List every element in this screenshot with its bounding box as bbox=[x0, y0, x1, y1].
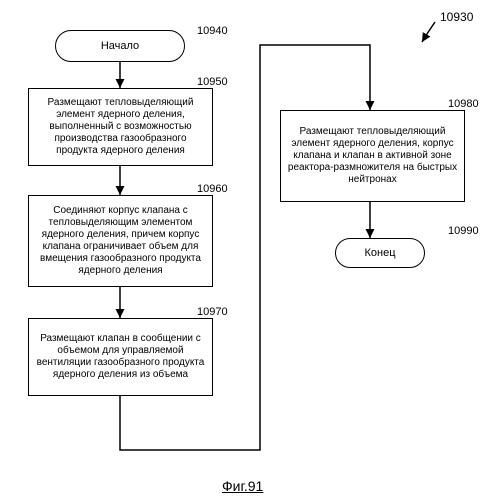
step2-label: 10960 bbox=[197, 183, 228, 195]
end-text: Конец bbox=[364, 247, 395, 259]
step2-box: Соединяют корпус клапана с тепловыделяющ… bbox=[28, 195, 213, 287]
end-label: 10990 bbox=[448, 225, 479, 237]
step3-text: Размещают клапан в сообщении с объемом д… bbox=[35, 333, 206, 381]
step3-label: 10970 bbox=[197, 306, 228, 318]
step4-label: 10980 bbox=[448, 98, 479, 110]
step4-text: Размещают тепловыделяющий элемент ядерно… bbox=[287, 126, 458, 186]
figure-caption: Фиг.91 bbox=[222, 478, 263, 494]
step4-box: Размещают тепловыделяющий элемент ядерно… bbox=[280, 110, 465, 202]
step3-box: Размещают клапан в сообщении с объемом д… bbox=[28, 318, 213, 396]
start-text: Начало bbox=[101, 40, 139, 52]
step1-text: Размещают тепловыделяющий элемент ядерно… bbox=[35, 97, 206, 157]
step2-text: Соединяют корпус клапана с тепловыделяющ… bbox=[35, 205, 206, 277]
start-label: 10940 bbox=[197, 25, 228, 37]
step1-label: 10950 bbox=[197, 76, 228, 88]
start-terminal: Начало bbox=[55, 30, 185, 62]
ref-pointer-label: 10930 bbox=[440, 10, 473, 24]
end-terminal: Конец bbox=[335, 238, 425, 268]
step1-box: Размещают тепловыделяющий элемент ядерно… bbox=[28, 88, 213, 166]
